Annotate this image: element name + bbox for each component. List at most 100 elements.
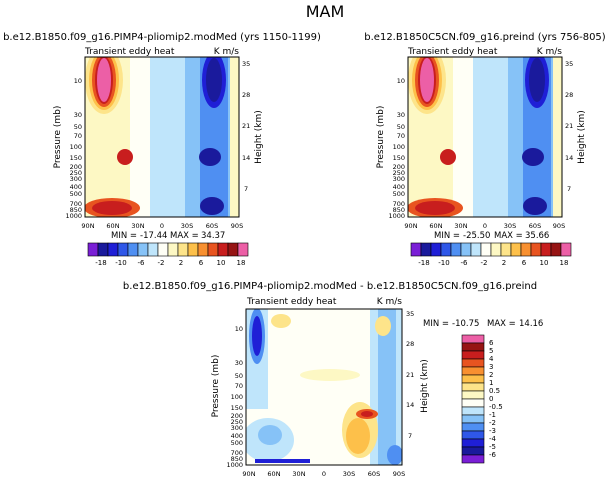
y-tick-label: 1000: [65, 212, 82, 220]
colorbar-swatch: [157, 242, 169, 257]
y-tick-label: 10: [397, 77, 405, 85]
colorbar-swatch: [187, 242, 199, 257]
stats-line: MIN = -17.44 MAX = 34.37: [111, 231, 225, 241]
y-tick-label: 400: [70, 183, 82, 191]
jet-nh: [420, 58, 434, 102]
y-tick-label: 100: [393, 143, 405, 151]
colorbar-label: -5: [489, 443, 496, 451]
x-tick-label: 30S: [181, 222, 193, 230]
y-tick-label: 70: [397, 132, 405, 140]
plot-frame: [245, 308, 403, 466]
y2-tick-label: 14: [406, 401, 414, 409]
colorbar-swatch: [461, 446, 485, 456]
colorbar-swatch: [177, 242, 189, 257]
colorbar-label: -4: [489, 435, 497, 443]
y-tick-label: 70: [74, 132, 82, 140]
midlevel-nh: [440, 149, 456, 165]
colorbar-swatch: [167, 242, 179, 257]
lower-nh: [92, 201, 132, 215]
y2-tick-label: 21: [565, 122, 573, 130]
y-tick-label: 300: [393, 175, 405, 183]
colorbar-label: -0.5: [489, 403, 503, 411]
colorbar-label: -18: [95, 259, 106, 267]
y-tick-label: 50: [397, 123, 405, 131]
colorbar-swatch: [461, 374, 485, 384]
colorbar-label: -2: [481, 259, 488, 267]
nh-upper-neg: [252, 316, 262, 356]
stat-max-label: MAX =: [487, 319, 516, 329]
colorbar-swatch: [510, 242, 522, 257]
colorbar-swatch: [480, 242, 492, 257]
x-tick-label: 0: [160, 222, 164, 230]
panel-subtitle-left: Transient eddy heat: [246, 297, 337, 307]
colorbar-swatch: [440, 242, 452, 257]
colorbar-swatch: [461, 382, 485, 392]
colorbar-swatch: [87, 242, 99, 257]
x-tick-label: 0: [322, 470, 326, 478]
y-tick-label: 400: [231, 432, 243, 440]
colorbar: [87, 242, 249, 257]
y-tick-label: 50: [235, 372, 243, 380]
y-tick-label: 850: [393, 206, 405, 214]
x-ticks: 90N 60N 30N 0 30S 60S 90S: [242, 470, 405, 478]
y-tick-label: 700: [393, 200, 405, 208]
colorbar-label: -6: [489, 451, 497, 459]
y-ticks: 10 30 50 70 100 150 200 250 300 400 500 …: [226, 325, 243, 469]
sh-lower: [200, 197, 224, 215]
y2-axis-label: Height (km): [420, 359, 430, 413]
surface-band: [255, 459, 310, 463]
sh-upper: [529, 58, 545, 102]
y2-tick-label: 35: [406, 310, 414, 318]
colorbar-label: 1: [489, 379, 493, 387]
x-ticks: 90N 60N 30N 0 30S 60S 90S: [81, 222, 243, 230]
y-tick-label: 200: [231, 412, 243, 420]
colorbar-label: 2: [179, 259, 183, 267]
y-tick-label: 300: [70, 175, 82, 183]
y-tick-label: 500: [70, 190, 82, 198]
y-axis-label: Pressure (mb): [376, 106, 386, 169]
colorbar-label: 0.5: [489, 387, 500, 395]
colorbar-label: 18: [237, 259, 246, 267]
x-tick-label: 30S: [504, 222, 516, 230]
stat-max-label: MAX =: [170, 231, 199, 241]
colorbar-swatch: [461, 390, 485, 400]
colorbar-swatch: [127, 242, 139, 257]
colorbar-swatch: [430, 242, 442, 257]
x-tick-label: 60S: [206, 222, 218, 230]
y-tick-label: 250: [231, 418, 243, 426]
colorbar-swatch: [550, 242, 562, 257]
colorbar-label: -6: [461, 259, 469, 267]
y2-tick-label: 21: [242, 122, 250, 130]
colorbar-swatch: [461, 358, 485, 368]
y-tick-label: 250: [393, 169, 405, 177]
panel-title: b.e12.B1850C5CN.f09_g16.preind (yrs 756-…: [364, 32, 606, 43]
colorbar-label: 4: [489, 355, 494, 363]
jet-nh: [97, 58, 111, 102]
y-tick-label: 10: [235, 325, 243, 333]
y-tick-label: 150: [70, 154, 82, 162]
x-tick-label: 60N: [267, 470, 280, 478]
colorbar: [410, 242, 572, 257]
colorbar-swatch: [520, 242, 532, 257]
panel-title: b.e12.B1850.f09_g16.PIMP4-pliomip2.modMe…: [123, 281, 537, 292]
y-tick-label: 1000: [226, 461, 243, 469]
colorbar-swatch: [461, 406, 485, 416]
colorbar-swatch: [197, 242, 209, 257]
sh-mid: [522, 148, 544, 166]
stat-min-value: -25.50: [463, 231, 490, 241]
colorbar-swatch: [137, 242, 149, 257]
x-tick-label: 30N: [454, 222, 467, 230]
y2-tick-label: 28: [406, 340, 414, 348]
y-tick-label: 700: [231, 449, 243, 457]
plot-frame: [407, 56, 563, 218]
colorbar-label: 6: [489, 339, 494, 347]
y-tick-label: 200: [70, 163, 82, 171]
x-tick-label: 0: [483, 222, 487, 230]
colorbar-swatch: [117, 242, 129, 257]
panel-subtitle-left: Transient eddy heat: [407, 47, 498, 57]
stat-min-value: -17.44: [140, 231, 167, 241]
colorbar-label: 2: [502, 259, 506, 267]
midlevel-max: [361, 411, 373, 417]
y-tick-label: 100: [231, 393, 243, 401]
y2-tick-label: 7: [567, 185, 571, 193]
